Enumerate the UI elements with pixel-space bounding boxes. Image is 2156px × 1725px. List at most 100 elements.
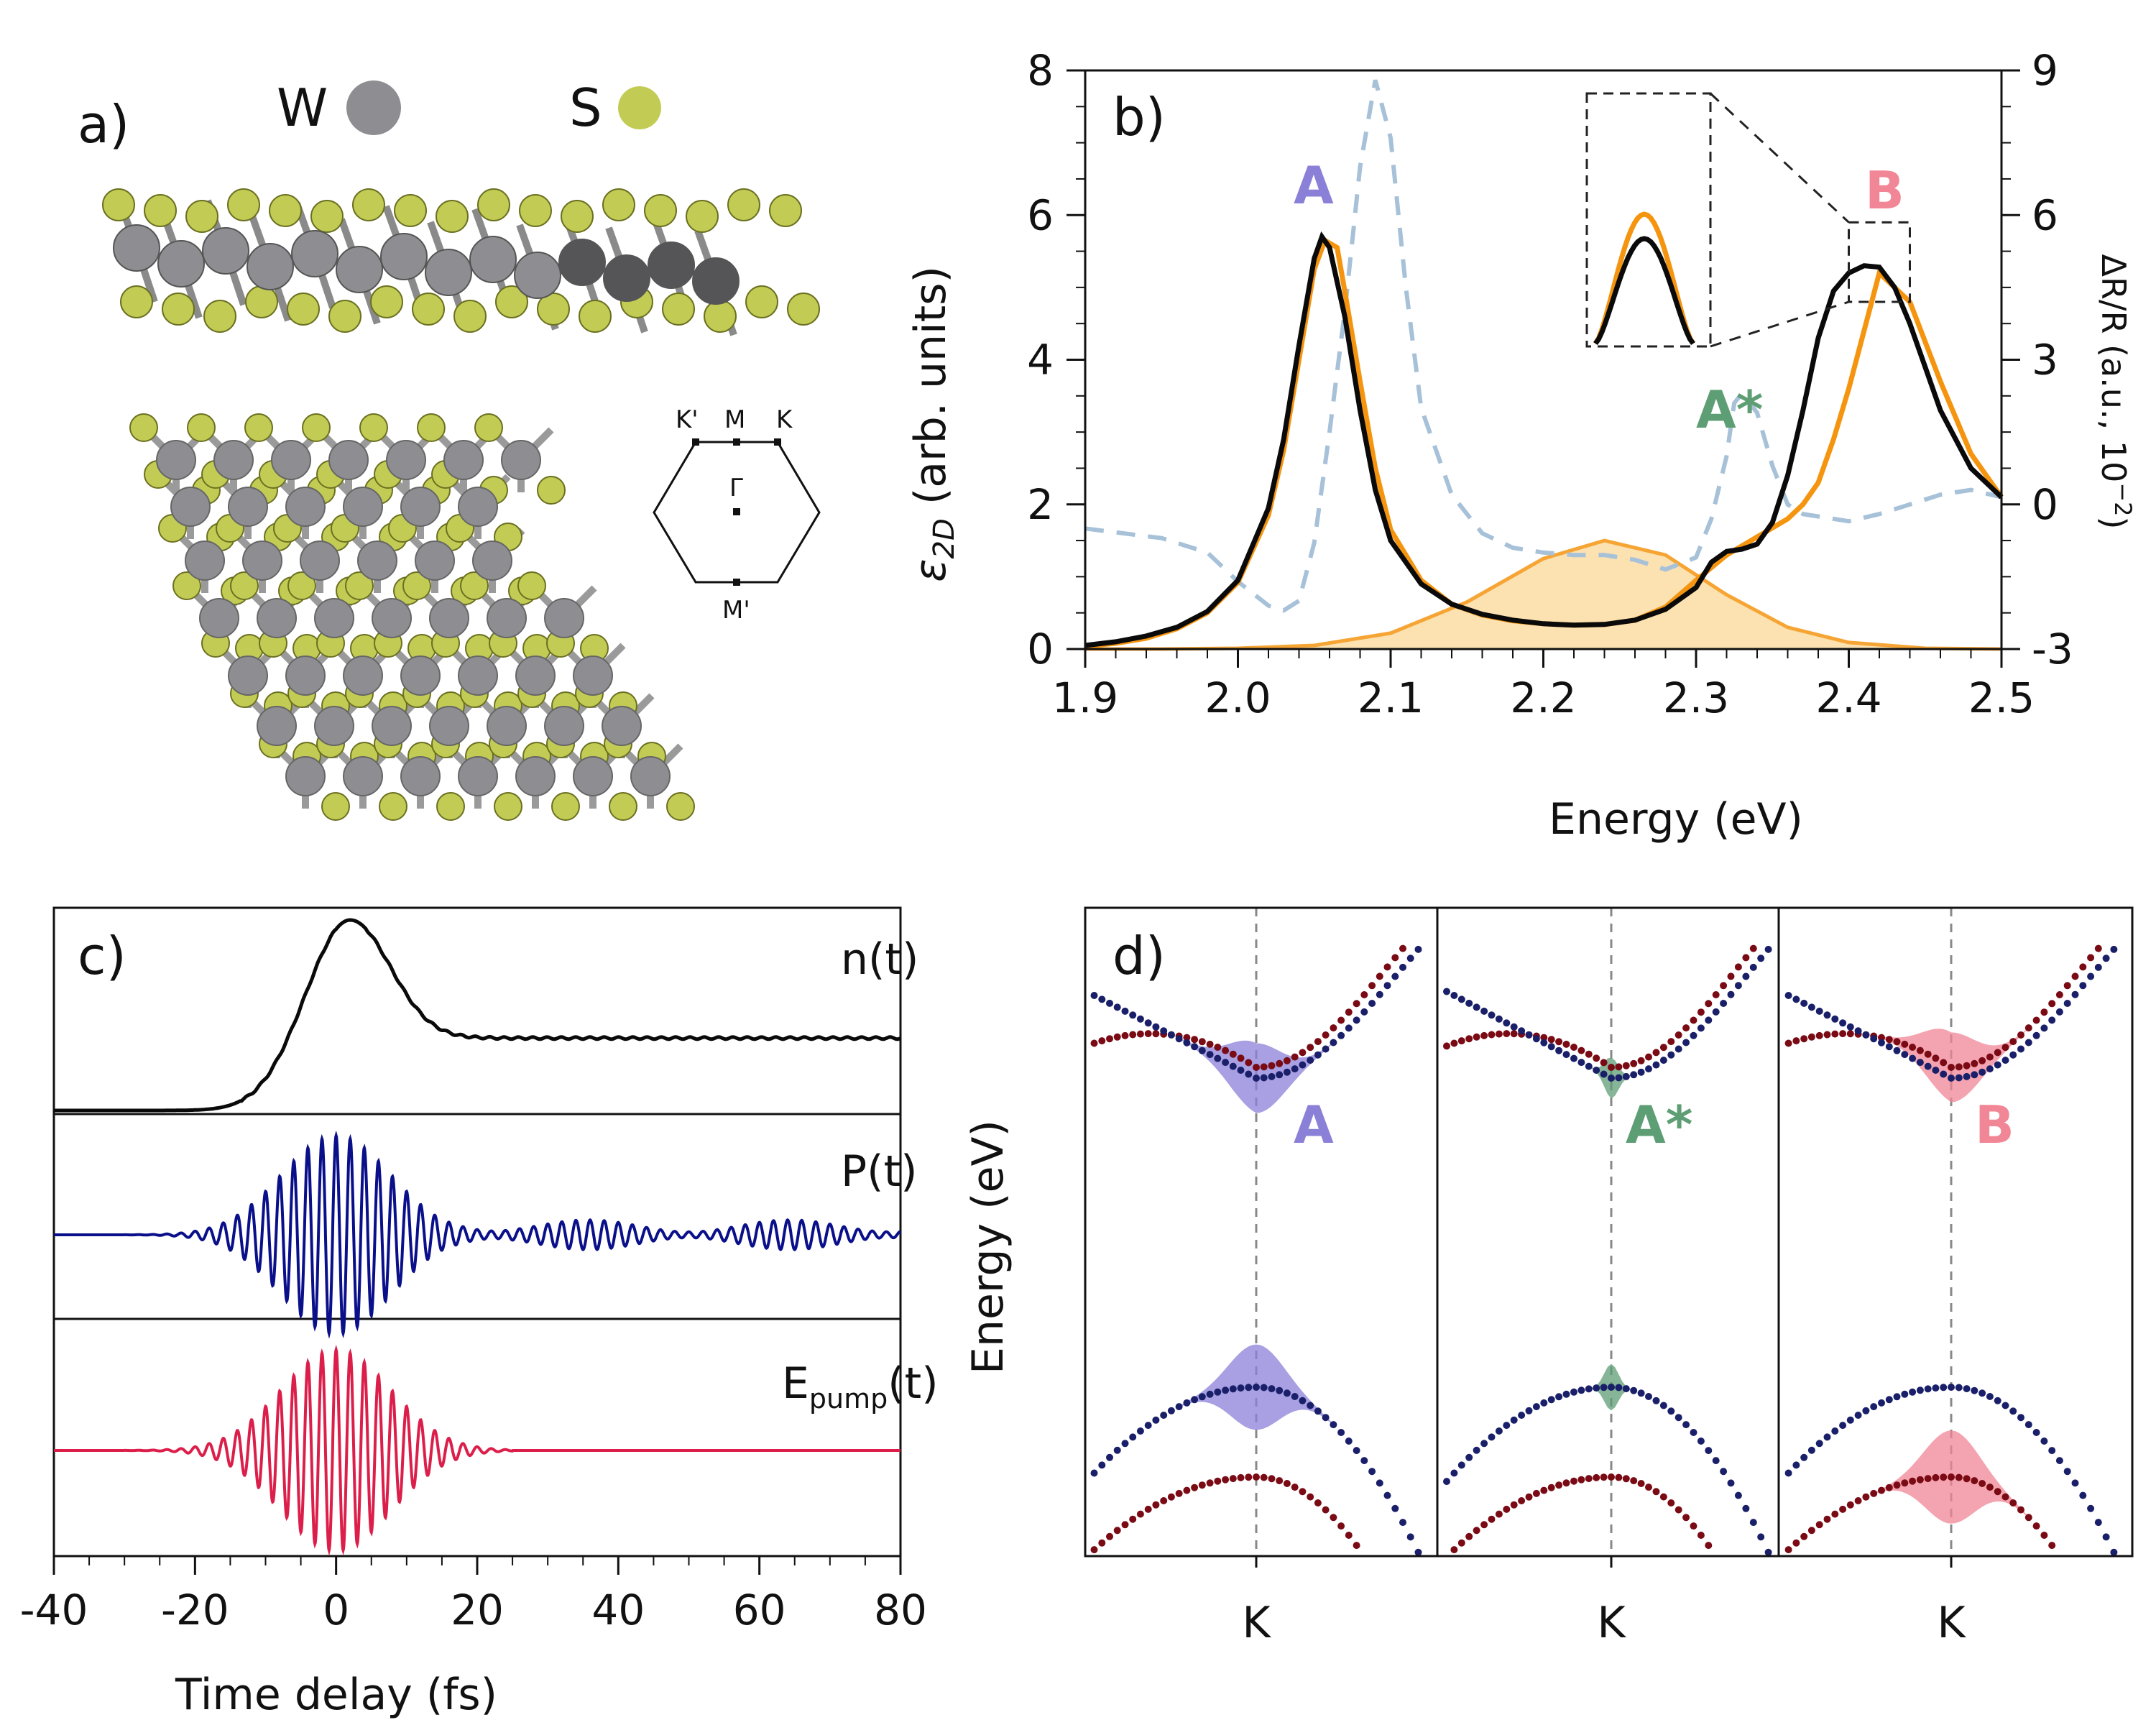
valence-band-red-dot [1480, 1521, 1488, 1529]
valence-band-blue-dot [1368, 1468, 1376, 1476]
valence-band-blue-dot [1414, 1548, 1422, 1556]
conduction-band-red-dot [1368, 982, 1376, 990]
x-tick-label: 0 [323, 1586, 349, 1634]
panel-b-plot: 1.9 2.0 2.1 2.2 2.3 2.4 2.5 0 2 4 6 8 -3 0 3 6 9 [1027, 46, 2073, 722]
conduction-band-red-dot [1637, 1057, 1645, 1064]
conduction-band-red-dot [1839, 1030, 1847, 1038]
valence-band-red-dot [1807, 1527, 1815, 1535]
sub-b-label: B [1975, 1095, 2014, 1155]
conduction-band-red-dot [1749, 944, 1757, 952]
sub-astar-label: A* [1626, 1095, 1692, 1155]
conduction-band-blue-dot [1615, 1074, 1623, 1082]
valence-band-blue-dot [2055, 1457, 2063, 1465]
valence-band-blue-dot [1971, 1386, 1978, 1394]
panel-b-ylabel: ε2D (arb. units) [906, 266, 961, 582]
sulfur-atom [579, 300, 612, 333]
conduction-band-blue-dot [2079, 982, 2087, 990]
valence-band-red-dot [1823, 1515, 1831, 1523]
tungsten-atom [648, 242, 695, 289]
conduction-band-red-dot [1690, 1016, 1697, 1024]
valence-band-red-dot [1152, 1501, 1160, 1509]
conduction-band-blue-dot [1376, 990, 1383, 998]
valence-band-blue-dot [1406, 1533, 1414, 1541]
valence-band-red-dot [1659, 1493, 1667, 1501]
valence-band-blue-dot [1457, 1461, 1465, 1469]
conduction-band-blue-dot [1885, 1043, 1893, 1051]
conduction-band-red-dot [1206, 1040, 1214, 1048]
valence-band-red-dot [1690, 1522, 1697, 1530]
panel-d: d) Energy (eV) A A* B K K K [963, 906, 2134, 1648]
valence-band-blue-dot [2001, 1402, 2009, 1409]
conduction-band-red-dot [1986, 1053, 1994, 1061]
valence-band-red-dot [2048, 1542, 2056, 1550]
panel-a-label: a) [78, 94, 129, 155]
valence-band-red-dot [1637, 1480, 1645, 1487]
valence-band-red-dot [1555, 1481, 1563, 1489]
conduction-band-red-dot [1322, 1031, 1330, 1039]
conduction-band-blue-dot [2087, 972, 2095, 980]
valence-band-blue-dot [1593, 1384, 1600, 1392]
valence-band-blue-dot [1465, 1453, 1473, 1461]
conduction-band-red-dot [2048, 1000, 2056, 1008]
conduction-band-red-dot [1443, 1042, 1450, 1050]
valence-band-blue-dot [2110, 1548, 2118, 1556]
valence-band-blue-dot [1742, 1504, 1750, 1512]
panel-d-ylabel: Energy (eV) [963, 1120, 1013, 1374]
conduction-band-red-dot [1540, 1034, 1548, 1041]
conduction-band-blue-dot [1757, 954, 1765, 962]
conduction-band-red-dot [1893, 1038, 1901, 1046]
valence-band-blue-dot [1237, 1384, 1245, 1392]
conduction-band-red-dot [1674, 1031, 1682, 1039]
tungsten-atom [515, 756, 556, 796]
conduction-band-red-dot [1577, 1046, 1585, 1054]
conduction-band-red-dot [1994, 1049, 2001, 1057]
sulfur-atom [727, 188, 760, 221]
valence-band-blue-dot [1570, 1388, 1577, 1396]
valence-band-blue-dot [1488, 1433, 1496, 1441]
tungsten-atom [328, 440, 369, 480]
conduction-band-red-dot [1245, 1059, 1253, 1067]
zoom-box [1848, 221, 1911, 303]
valence-band-blue-dot [1734, 1491, 1742, 1499]
tungsten-atom [487, 706, 527, 746]
tungsten-atom [400, 656, 441, 696]
valence-band-red-dot [1562, 1479, 1570, 1487]
conduction-band-red-dot [1720, 982, 1728, 990]
conduction-band-red-dot [1353, 1000, 1360, 1008]
valence-band-red-dot [1893, 1481, 1901, 1489]
valence-band-blue-dot [1106, 1453, 1113, 1461]
valence-band-red-dot [1121, 1521, 1129, 1529]
valence-band-red-dot [1994, 1488, 2001, 1496]
conduction-band-red-dot [1291, 1053, 1299, 1061]
valence-band-red-dot [1090, 1546, 1098, 1554]
valence-band-red-dot [1878, 1486, 1885, 1494]
valence-band-red-dot [1198, 1481, 1206, 1489]
conduction-band-red-dot [1615, 1063, 1623, 1071]
conduction-band-blue-dot [2071, 990, 2079, 998]
bz-kp-point [692, 438, 699, 446]
valence-band-blue-dot [1191, 1396, 1199, 1404]
valence-band-red-dot [1924, 1475, 1932, 1483]
valence-band-red-dot [2040, 1532, 2048, 1539]
sulfur-atom [644, 194, 677, 227]
conduction-band-blue-dot [1807, 1003, 1815, 1011]
valence-band-red-dot [1237, 1473, 1245, 1481]
valence-band-blue-dot [1260, 1384, 1268, 1392]
conduction-band-red-dot [2009, 1038, 2017, 1046]
tungsten-atom [247, 243, 294, 290]
y2-tick-label: 9 [2032, 46, 2058, 95]
tungsten-atom [514, 252, 561, 299]
conduction-band-red-dot [1593, 1054, 1600, 1062]
valence-band-red-dot [1518, 1497, 1526, 1504]
valence-band-red-dot [1909, 1477, 1917, 1485]
conduction-band-red-dot [2071, 972, 2079, 980]
conduction-band-red-dot [1299, 1049, 1307, 1057]
valence-band-red-dot [1615, 1473, 1623, 1481]
valence-band-red-dot [1593, 1473, 1600, 1481]
conduction-band-red-dot [1488, 1031, 1496, 1039]
valence-band-blue-dot [1299, 1397, 1307, 1404]
conduction-band-blue-dot [1480, 1007, 1488, 1015]
valence-band-blue-dot [1815, 1440, 1823, 1448]
conduction-band-blue-dot [1237, 1067, 1245, 1074]
conduction-band-blue-dot [1345, 1024, 1353, 1032]
